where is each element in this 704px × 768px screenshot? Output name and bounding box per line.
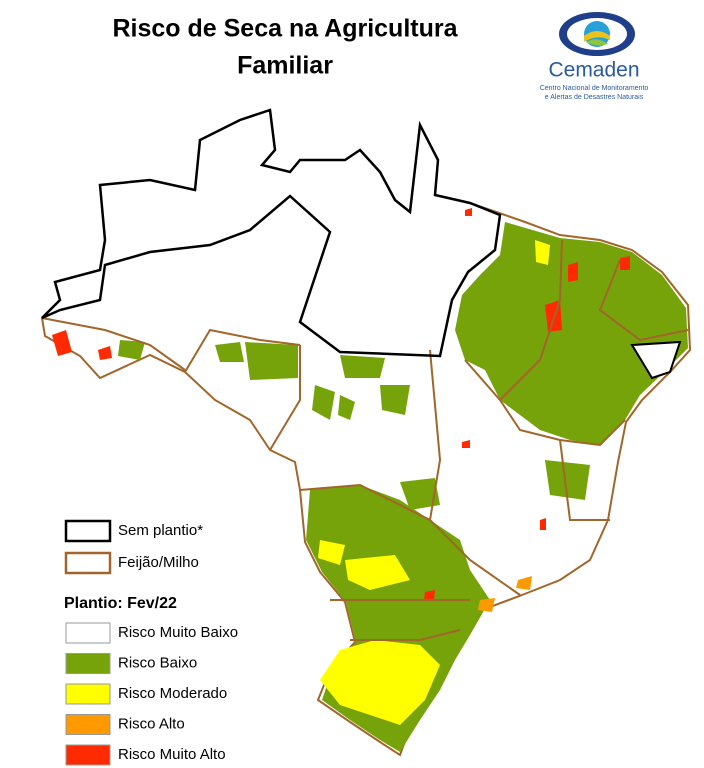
risk-area <box>380 385 410 415</box>
legend-swatch <box>65 744 111 766</box>
legend-label: Risco Muito Alto <box>118 746 226 763</box>
legend-swatch <box>64 551 112 575</box>
risk-area <box>462 440 470 448</box>
risk-area <box>516 576 532 590</box>
legend-label: Risco Alto <box>118 715 185 732</box>
state-border <box>184 328 301 373</box>
no-planting-area <box>630 340 682 380</box>
legend-swatch <box>65 683 111 705</box>
state-border <box>464 359 501 401</box>
risk-area <box>98 346 112 360</box>
risk-area <box>338 395 355 420</box>
state-border <box>499 239 563 401</box>
state-border <box>559 439 610 521</box>
state-border <box>429 349 442 521</box>
risk-area <box>215 342 244 362</box>
risk-area <box>312 385 335 420</box>
risk-area <box>568 262 578 282</box>
risk-area <box>478 598 495 612</box>
state-border <box>598 259 689 342</box>
legend-swatch <box>65 622 111 644</box>
risk-area <box>400 478 440 510</box>
risk-area <box>535 240 550 265</box>
risk-area <box>540 518 546 530</box>
legend-swatch <box>65 653 111 674</box>
legend-label: Risco Muito Baixo <box>118 624 238 641</box>
logo-name: Cemaden <box>548 59 639 82</box>
risk-area <box>245 342 298 380</box>
logo-icon <box>559 12 635 56</box>
risk-area <box>318 540 345 565</box>
risk-area <box>424 590 435 600</box>
title-line: Familiar <box>237 52 333 80</box>
risk-area <box>52 330 72 356</box>
risk-area <box>465 208 472 216</box>
legend-swatch <box>65 714 111 735</box>
legend-label: Sem plantio* <box>118 522 203 539</box>
logo-subtitle: Centro Nacional de Monitoramento <box>540 85 649 92</box>
title-line: Risco de Seca na Agricultura <box>112 15 458 43</box>
legend-label: Feijão/Milho <box>118 554 199 571</box>
risk-area <box>345 555 410 590</box>
no-planting-area <box>41 108 502 358</box>
state-border <box>41 317 186 371</box>
risk-area <box>455 222 688 445</box>
risk-area <box>320 640 440 725</box>
state-border <box>350 629 461 641</box>
legend-section-title: Plantio: Fev/22 <box>64 595 177 612</box>
state-border <box>269 345 301 451</box>
risk-area <box>620 256 630 270</box>
risk-area <box>340 355 385 378</box>
logo-subtitle: e Alertas de Desastres Naturais <box>545 94 644 101</box>
legend-label: Risco Moderado <box>118 685 227 702</box>
risk-area <box>118 340 145 360</box>
legend-swatch <box>64 519 112 543</box>
legend-label: Risco Baixo <box>118 654 197 671</box>
risk-area <box>545 460 590 500</box>
map <box>40 108 692 757</box>
